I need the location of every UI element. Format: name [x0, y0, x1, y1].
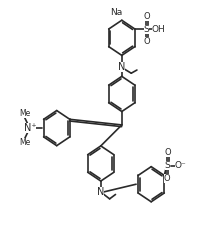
Text: Na: Na: [110, 9, 123, 17]
Text: N: N: [118, 62, 126, 72]
Text: O: O: [144, 12, 151, 21]
Text: N: N: [97, 187, 105, 197]
Text: OH: OH: [152, 25, 165, 33]
Text: O⁻: O⁻: [175, 161, 186, 170]
Text: S: S: [165, 161, 170, 170]
Text: Me: Me: [19, 110, 30, 118]
Text: S: S: [144, 25, 149, 33]
Text: Me: Me: [19, 138, 30, 147]
Text: N⁺: N⁺: [24, 123, 36, 133]
Text: O: O: [165, 149, 172, 157]
Text: O: O: [144, 37, 151, 46]
Text: O: O: [164, 174, 171, 183]
